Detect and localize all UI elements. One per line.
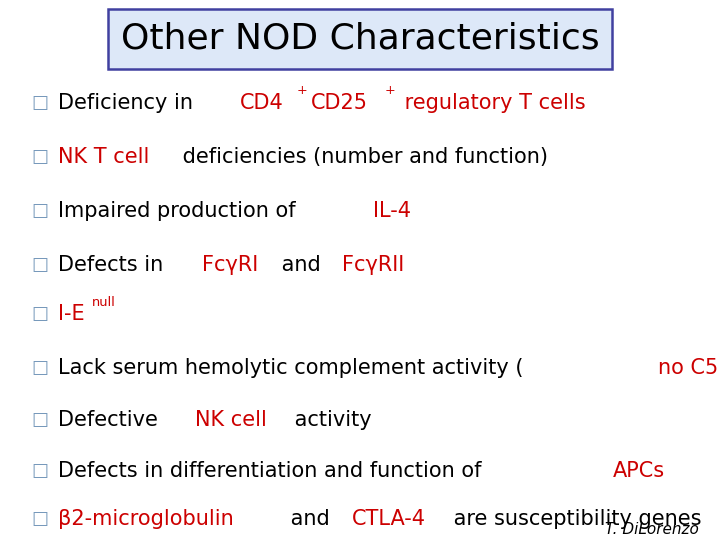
Text: CTLA-4: CTLA-4 (352, 509, 426, 530)
Text: IL-4: IL-4 (373, 200, 411, 221)
Text: +: + (297, 84, 307, 97)
Text: are susceptibility genes: are susceptibility genes (447, 509, 702, 530)
Text: Defective: Defective (58, 410, 164, 430)
Text: no C5: no C5 (658, 358, 719, 379)
Text: □: □ (31, 359, 48, 377)
Text: FcγRII: FcγRII (342, 254, 405, 275)
Text: FcγRI: FcγRI (202, 254, 258, 275)
Text: □: □ (31, 462, 48, 480)
Text: activity: activity (288, 410, 372, 430)
Text: T. DiLorenzo: T. DiLorenzo (605, 522, 698, 537)
Text: Impaired production of: Impaired production of (58, 200, 302, 221)
Text: Deficiency in: Deficiency in (58, 92, 199, 113)
Text: NK T cell: NK T cell (58, 146, 149, 167)
Text: Defects in differentiation and function of: Defects in differentiation and function … (58, 461, 487, 481)
Text: Lack serum hemolytic complement activity (: Lack serum hemolytic complement activity… (58, 358, 523, 379)
Text: null: null (92, 296, 116, 309)
Text: □: □ (31, 305, 48, 323)
Text: and: and (284, 509, 337, 530)
Text: □: □ (31, 411, 48, 429)
Text: □: □ (31, 147, 48, 166)
Text: CD4: CD4 (240, 92, 284, 113)
Text: APCs: APCs (613, 461, 665, 481)
Text: and: and (274, 254, 327, 275)
Text: □: □ (31, 93, 48, 112)
Text: +: + (384, 84, 395, 97)
Text: I-E: I-E (58, 304, 84, 325)
Text: β2-microglobulin: β2-microglobulin (58, 509, 233, 530)
Text: Defects in: Defects in (58, 254, 169, 275)
Text: deficiencies (number and function): deficiencies (number and function) (176, 146, 547, 167)
Text: □: □ (31, 201, 48, 220)
Text: □: □ (31, 510, 48, 529)
FancyBboxPatch shape (108, 9, 612, 69)
Text: regulatory T cells: regulatory T cells (398, 92, 585, 113)
Text: CD25: CD25 (310, 92, 368, 113)
Text: □: □ (31, 255, 48, 274)
Text: NK cell: NK cell (195, 410, 267, 430)
Text: Other NOD Characteristics: Other NOD Characteristics (121, 22, 599, 56)
